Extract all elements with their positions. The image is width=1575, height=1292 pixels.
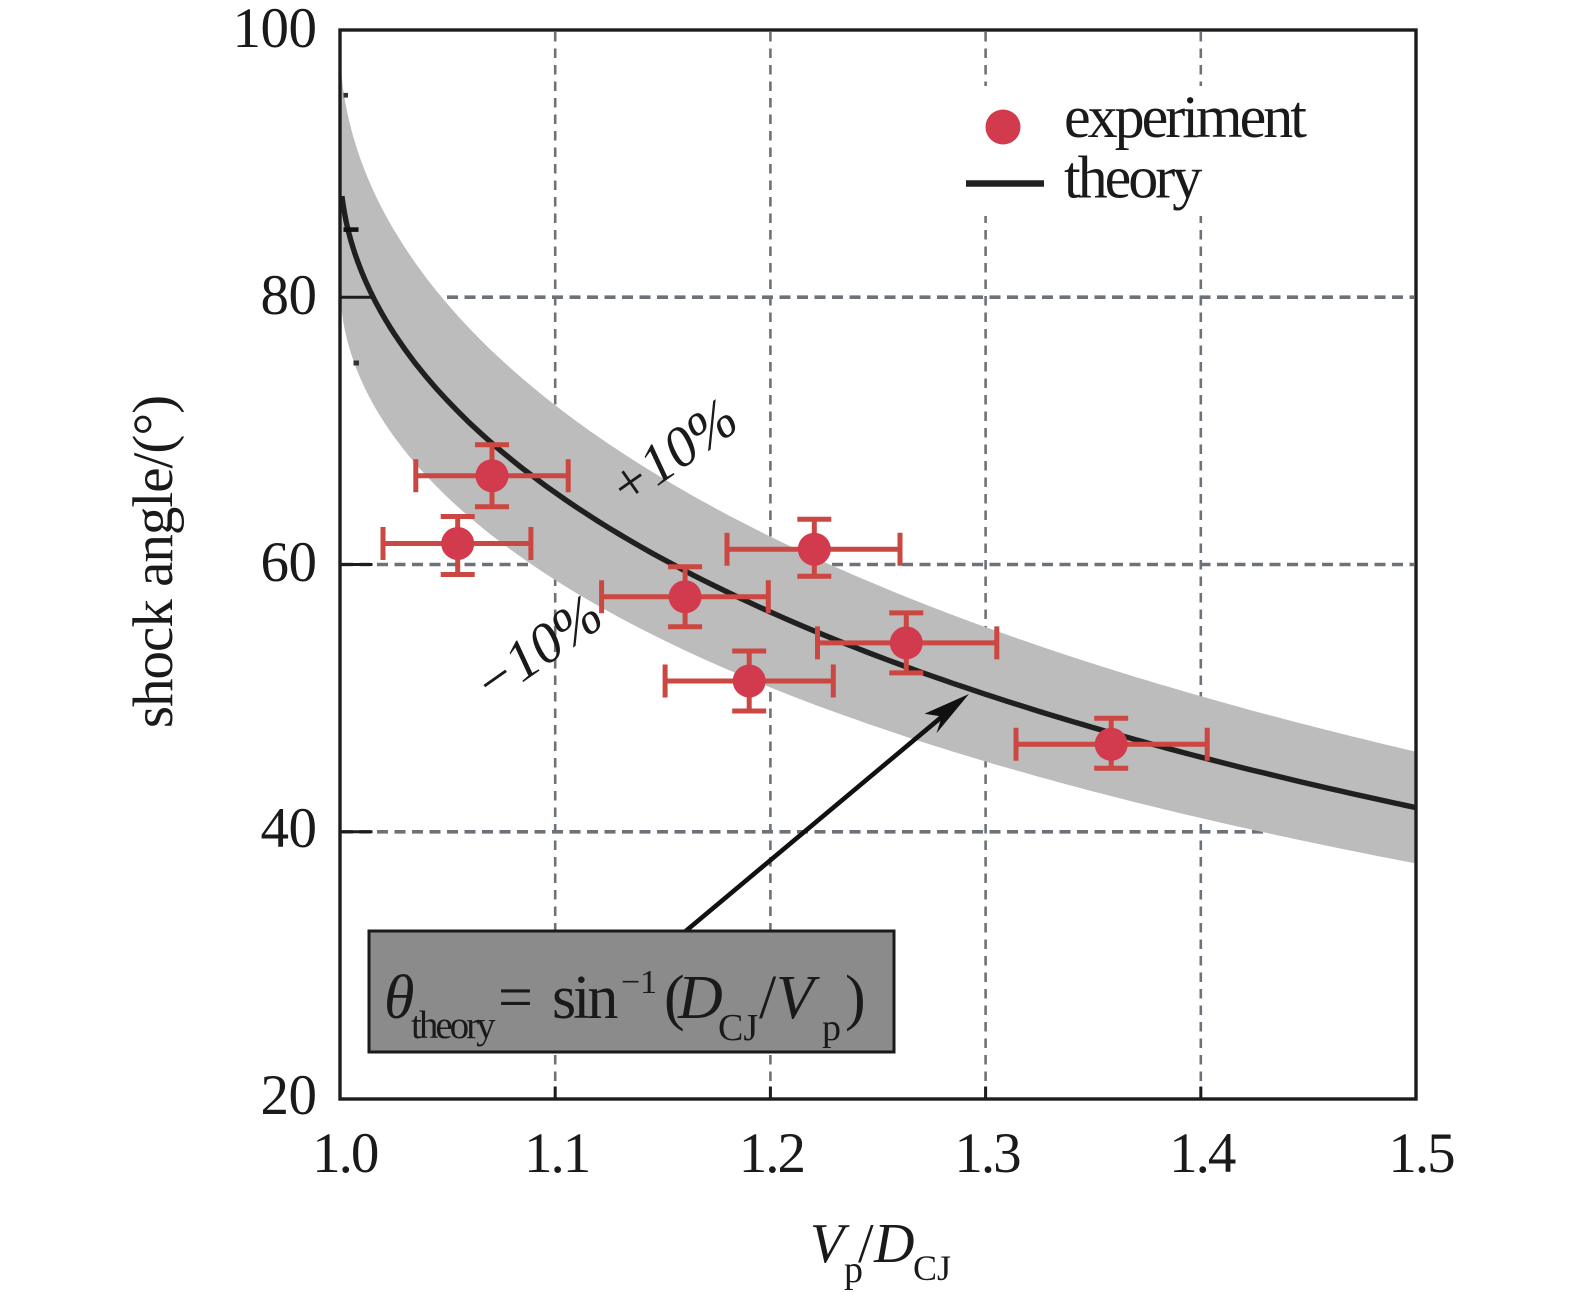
svg-text:100: 100: [233, 0, 317, 60]
svg-text:CJ: CJ: [718, 1007, 758, 1049]
svg-text:shock angle/(°): shock angle/(°): [122, 396, 185, 728]
svg-text:/: /: [858, 1213, 874, 1275]
svg-text:40: 40: [261, 797, 317, 860]
svg-text:D: D: [677, 964, 723, 1032]
svg-text:80: 80: [261, 264, 317, 327]
svg-text:1.1: 1.1: [524, 1122, 589, 1185]
svg-text:1.2: 1.2: [739, 1122, 804, 1185]
svg-text:theory: theory: [411, 1004, 496, 1047]
svg-text:1.0: 1.0: [312, 1122, 378, 1185]
svg-text:1.5: 1.5: [1388, 1122, 1454, 1185]
svg-text:=: =: [498, 964, 533, 1032]
svg-text:θ: θ: [384, 964, 414, 1032]
svg-text:): ): [845, 964, 866, 1032]
svg-text:CJ: CJ: [913, 1248, 951, 1288]
svg-text:theory: theory: [1064, 145, 1202, 211]
svg-text:V: V: [810, 1213, 850, 1275]
svg-text:60: 60: [261, 531, 317, 594]
svg-text:20: 20: [261, 1064, 317, 1127]
svg-text:sin: sin: [552, 964, 618, 1032]
svg-text:V: V: [776, 964, 820, 1032]
svg-text:1.3: 1.3: [954, 1122, 1020, 1185]
svg-text:p: p: [844, 1249, 863, 1291]
svg-text:1.4: 1.4: [1169, 1122, 1236, 1185]
svg-text:/: /: [759, 964, 777, 1032]
svg-text:p: p: [822, 1007, 841, 1049]
svg-text:experiment: experiment: [1064, 84, 1307, 150]
svg-text:(: (: [664, 964, 685, 1032]
svg-text:−1: −1: [621, 964, 657, 1001]
svg-text:D: D: [873, 1213, 914, 1275]
